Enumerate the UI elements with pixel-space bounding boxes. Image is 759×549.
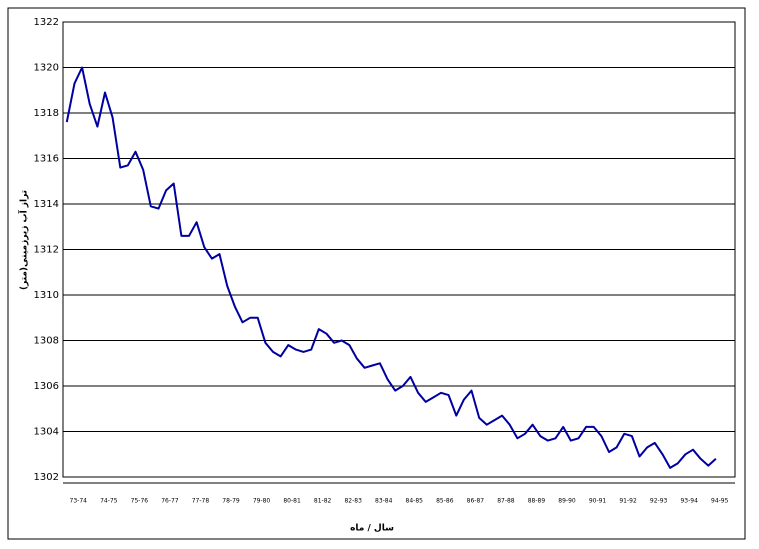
x-tick-label: 85-86 [436, 498, 454, 505]
x-tick-label: 80-81 [283, 498, 301, 505]
x-tick-label: 78-79 [222, 498, 240, 505]
x-tick-label: 77-78 [192, 498, 210, 505]
x-tick-label: 79-80 [253, 498, 271, 505]
y-tick-label: 1314 [34, 199, 59, 210]
x-tick-label: 87-88 [497, 498, 515, 505]
x-tick-label: 86-87 [467, 498, 485, 505]
y-tick-label: 1304 [34, 427, 59, 438]
y-tick-label: 1302 [34, 472, 59, 483]
x-tick-label: 94-95 [711, 498, 729, 505]
x-tick-label: 88-89 [528, 498, 546, 505]
x-tick-label: 83-84 [375, 498, 393, 505]
x-tick-label: 74-75 [100, 498, 118, 505]
y-tick-label: 1320 [34, 63, 59, 74]
y-axis-label: تراز آب زیرزمینی(متر) [18, 190, 30, 290]
x-tick-label: 75-76 [131, 498, 149, 505]
x-tick-label: 84-85 [406, 498, 424, 505]
y-tick-label: 1318 [34, 108, 59, 119]
x-tick-label: 93-94 [680, 498, 698, 505]
x-tick-label: 82-83 [344, 498, 362, 505]
x-tick-label: 91-92 [619, 498, 637, 505]
x-tick-label: 89-90 [558, 498, 576, 505]
y-tick-label: 1306 [34, 381, 59, 392]
y-tick-label: 1316 [34, 154, 59, 165]
x-tick-label: 73-74 [70, 498, 88, 505]
y-tick-label: 1308 [34, 336, 59, 347]
y-tick-label: 1312 [34, 245, 59, 256]
y-tick-label: 1310 [34, 290, 59, 301]
line [65, 66, 717, 469]
x-axis-label: سال / ماه [350, 524, 394, 534]
x-tick-label: 76-77 [161, 498, 179, 505]
y-tick-label: 1322 [34, 17, 59, 28]
x-tick-label: 92-93 [650, 498, 668, 505]
x-tick-label: 90-91 [589, 498, 607, 505]
x-tick-label: 81-82 [314, 498, 332, 505]
